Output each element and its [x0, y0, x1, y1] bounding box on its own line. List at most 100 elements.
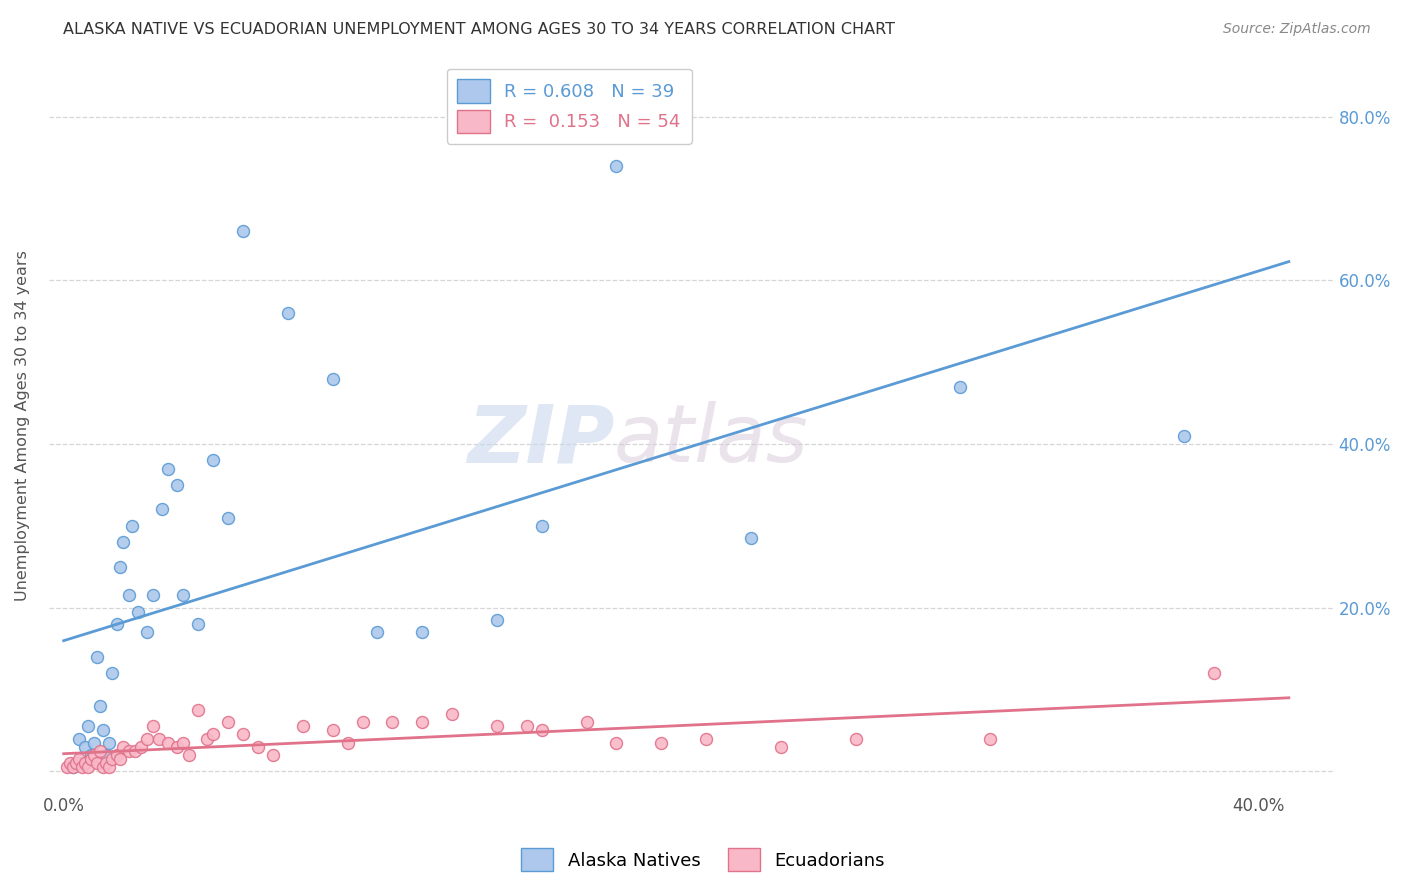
- Point: [62, 760, 84, 774]
- Legend: Alaska Natives, Ecuadorians: Alaska Natives, Ecuadorians: [513, 841, 893, 879]
- Point: [187, 703, 209, 717]
- Point: [979, 731, 1001, 746]
- Text: ZIP: ZIP: [467, 401, 614, 479]
- Point: [94, 756, 117, 770]
- Point: [166, 478, 188, 492]
- Point: [76, 719, 98, 733]
- Point: [136, 731, 159, 746]
- Point: [695, 731, 717, 746]
- Point: [740, 531, 762, 545]
- Text: Source: ZipAtlas.com: Source: ZipAtlas.com: [1223, 22, 1371, 37]
- Point: [277, 306, 299, 320]
- Point: [83, 747, 105, 762]
- Text: atlas: atlas: [614, 401, 808, 479]
- Point: [232, 224, 254, 238]
- Point: [217, 510, 239, 524]
- Point: [485, 613, 508, 627]
- Point: [110, 559, 132, 574]
- Point: [94, 747, 117, 762]
- Point: [322, 371, 344, 385]
- Point: [530, 519, 553, 533]
- Point: [411, 715, 433, 730]
- Point: [100, 752, 122, 766]
- Point: [172, 736, 194, 750]
- Point: [381, 715, 404, 730]
- Point: [89, 698, 111, 713]
- Point: [107, 747, 129, 762]
- Point: [246, 739, 269, 754]
- Point: [127, 605, 149, 619]
- Point: [217, 715, 239, 730]
- Point: [142, 588, 165, 602]
- Point: [949, 380, 972, 394]
- Point: [110, 752, 132, 766]
- Point: [150, 502, 173, 516]
- Point: [89, 744, 111, 758]
- Point: [55, 760, 77, 774]
- Point: [1173, 429, 1195, 443]
- Point: [142, 719, 165, 733]
- Point: [605, 159, 627, 173]
- Point: [844, 731, 866, 746]
- Point: [76, 760, 98, 774]
- Point: [441, 706, 464, 721]
- Point: [91, 760, 114, 774]
- Point: [73, 739, 96, 754]
- Point: [291, 719, 314, 733]
- Point: [112, 535, 135, 549]
- Point: [124, 744, 146, 758]
- Point: [232, 727, 254, 741]
- Point: [112, 739, 135, 754]
- Point: [73, 756, 96, 770]
- Point: [107, 617, 129, 632]
- Text: ALASKA NATIVE VS ECUADORIAN UNEMPLOYMENT AMONG AGES 30 TO 34 YEARS CORRELATION C: ALASKA NATIVE VS ECUADORIAN UNEMPLOYMENT…: [63, 22, 896, 37]
- Point: [100, 666, 122, 681]
- Point: [62, 760, 84, 774]
- Point: [118, 588, 141, 602]
- Point: [79, 752, 101, 766]
- Point: [157, 736, 180, 750]
- Legend: R = 0.608   N = 39, R =  0.153   N = 54: R = 0.608 N = 39, R = 0.153 N = 54: [447, 69, 692, 144]
- Point: [131, 739, 153, 754]
- Point: [79, 747, 101, 762]
- Point: [516, 719, 538, 733]
- Point: [136, 625, 159, 640]
- Point: [65, 756, 87, 770]
- Point: [366, 625, 388, 640]
- Point: [179, 747, 201, 762]
- Point: [86, 649, 108, 664]
- Point: [575, 715, 598, 730]
- Point: [187, 617, 209, 632]
- Point: [769, 739, 792, 754]
- Point: [172, 588, 194, 602]
- Point: [148, 731, 170, 746]
- Point: [166, 739, 188, 754]
- Point: [91, 723, 114, 738]
- Point: [322, 723, 344, 738]
- Point: [67, 752, 90, 766]
- Y-axis label: Unemployment Among Ages 30 to 34 years: Unemployment Among Ages 30 to 34 years: [15, 251, 30, 601]
- Point: [650, 736, 672, 750]
- Point: [97, 760, 120, 774]
- Point: [121, 519, 143, 533]
- Point: [67, 731, 90, 746]
- Point: [70, 760, 93, 774]
- Point: [605, 736, 627, 750]
- Point: [97, 736, 120, 750]
- Point: [485, 719, 508, 733]
- Point: [83, 736, 105, 750]
- Point: [262, 747, 284, 762]
- Point: [336, 736, 359, 750]
- Point: [1204, 666, 1226, 681]
- Point: [202, 727, 225, 741]
- Point: [202, 453, 225, 467]
- Point: [157, 461, 180, 475]
- Point: [86, 756, 108, 770]
- Point: [59, 756, 82, 770]
- Point: [352, 715, 374, 730]
- Point: [411, 625, 433, 640]
- Point: [530, 723, 553, 738]
- Point: [70, 756, 93, 770]
- Point: [195, 731, 218, 746]
- Point: [118, 744, 141, 758]
